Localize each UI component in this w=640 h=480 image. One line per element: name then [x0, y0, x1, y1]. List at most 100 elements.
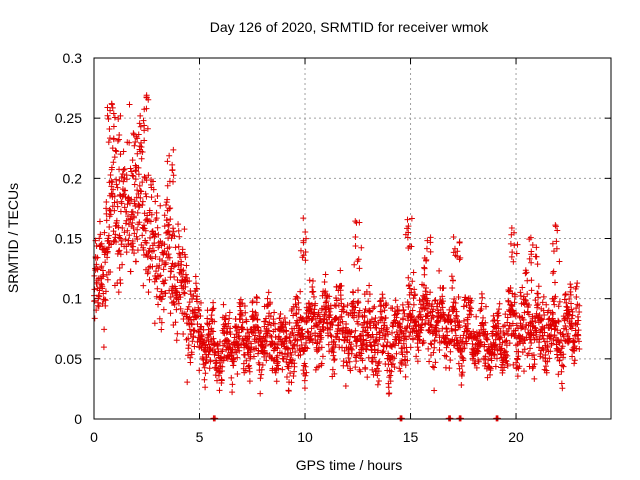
data-point [575, 338, 582, 345]
data-point [447, 348, 454, 355]
data-point [308, 301, 315, 308]
data-point [513, 309, 520, 316]
data-point [462, 296, 469, 303]
data-point [148, 255, 155, 262]
data-point [489, 333, 496, 340]
data-point [427, 289, 434, 296]
data-point [196, 367, 203, 374]
data-point [379, 295, 386, 302]
data-point [282, 321, 289, 328]
data-point [263, 338, 270, 345]
data-point [496, 300, 503, 307]
data-point [469, 340, 476, 347]
data-point [140, 252, 147, 259]
data-point [372, 338, 379, 345]
data-point [292, 301, 299, 308]
data-point [158, 319, 165, 326]
data-point [320, 326, 327, 333]
data-point [208, 312, 215, 319]
data-point [156, 262, 163, 269]
data-point [568, 306, 575, 313]
data-point [222, 312, 229, 319]
data-point [242, 309, 249, 316]
data-point [520, 340, 527, 347]
data-point [295, 322, 302, 329]
data-point [166, 244, 173, 251]
data-point [284, 353, 291, 360]
data-point [180, 289, 187, 296]
data-point [478, 305, 485, 312]
data-point [456, 319, 463, 326]
data-point [306, 300, 313, 307]
data-point [422, 288, 429, 295]
data-point [520, 316, 527, 323]
data-point [131, 181, 138, 188]
data-point [110, 228, 117, 235]
data-point [105, 232, 112, 239]
data-point [143, 94, 150, 101]
data-point [188, 321, 195, 328]
data-point [381, 322, 388, 329]
data-point [464, 328, 471, 335]
data-point [453, 313, 460, 320]
data-point [170, 228, 177, 235]
data-point [431, 337, 438, 344]
data-point [297, 247, 304, 254]
data-point [110, 110, 117, 117]
data-point [292, 349, 299, 356]
data-point [302, 372, 309, 379]
data-point [124, 227, 131, 234]
data-point [149, 263, 156, 270]
data-point [414, 358, 421, 365]
data-point [352, 233, 359, 240]
data-point [235, 342, 242, 348]
data-point [364, 323, 371, 330]
data-point [337, 267, 344, 274]
data-point [468, 311, 475, 318]
data-point [436, 346, 443, 353]
data-point [167, 216, 174, 223]
y-tick-label: 0.25 [55, 110, 82, 126]
data-point [102, 288, 109, 295]
data-point [114, 184, 121, 191]
data-point [541, 311, 548, 318]
data-point [141, 137, 148, 144]
data-point [395, 307, 402, 314]
data-point [397, 337, 404, 344]
data-point [353, 343, 360, 350]
data-point [139, 149, 146, 156]
data-point [505, 298, 512, 305]
data-point [302, 228, 309, 235]
data-point [354, 258, 361, 265]
data-point [567, 291, 574, 298]
data-point [431, 364, 438, 371]
data-point [239, 300, 246, 307]
data-point [160, 251, 167, 258]
data-point [355, 320, 362, 327]
data-point [214, 342, 221, 349]
data-point [98, 280, 105, 287]
data-point [460, 332, 467, 339]
data-point [319, 353, 326, 360]
data-point [130, 130, 137, 137]
data-point [573, 345, 580, 352]
data-point [481, 341, 488, 348]
data-point [153, 276, 160, 283]
data-point [475, 358, 482, 365]
data-point [310, 293, 317, 300]
data-point [509, 320, 516, 327]
data-point [263, 350, 270, 357]
data-point [424, 237, 431, 244]
data-point [262, 318, 269, 325]
data-point [138, 188, 145, 195]
data-point [450, 249, 457, 256]
data-point [340, 358, 347, 365]
data-point [102, 297, 109, 304]
data-point [443, 344, 450, 351]
data-point [344, 302, 351, 309]
x-tick-label: 10 [297, 429, 313, 445]
data-point [556, 357, 563, 364]
data-point [139, 201, 146, 208]
data-point [93, 265, 100, 272]
data-point [576, 309, 583, 316]
